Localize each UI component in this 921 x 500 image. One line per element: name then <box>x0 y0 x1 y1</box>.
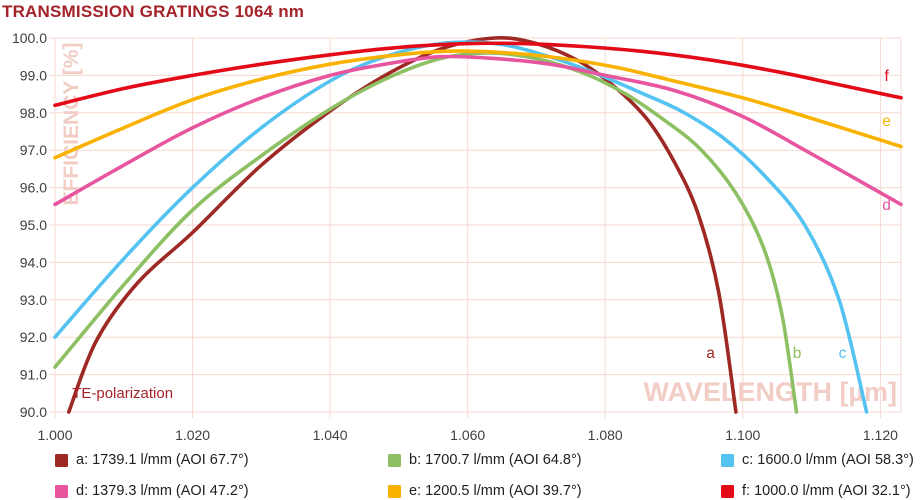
x-axis-watermark: WAVELENGTH [µm] <box>643 377 897 407</box>
legend-item-e: e: 1200.5 l/mm (AOI 39.7°) <box>388 483 582 499</box>
chart-title: TRANSMISSION GRATINGS 1064 nm <box>2 2 305 21</box>
x-tick-label: 1.060 <box>450 427 485 443</box>
plot-area: 90.0 91.0 92.0 93.0 94.0 95.0 96.0 97.0 98.0 99.0… <box>12 30 903 443</box>
legend-swatch-e <box>388 484 401 498</box>
legend-label-f: f: 1000.0 l/mm (AOI 32.1°) <box>742 483 911 499</box>
legend-swatch-f <box>721 484 734 498</box>
legend-label-b: b: 1700.7 l/mm (AOI 64.8°) <box>409 452 582 468</box>
legend-label-d: d: 1379.3 l/mm (AOI 47.2°) <box>76 483 249 499</box>
series-curve-a <box>67 36 738 414</box>
y-tick-label: 92.0 <box>20 329 47 345</box>
legend-item-d: d: 1379.3 l/mm (AOI 47.2°) <box>55 483 249 499</box>
legend-label-e: e: 1200.5 l/mm (AOI 39.7°) <box>409 483 582 499</box>
x-tick-label: 1.100 <box>725 427 760 443</box>
curve-label-d: d <box>882 197 891 214</box>
curve-label-e: e <box>882 113 891 130</box>
y-tick-label: 98.0 <box>20 105 47 121</box>
series-curve-e <box>53 49 903 160</box>
curve-label-a: a <box>706 345 715 362</box>
curve-label-c: c <box>839 345 847 362</box>
legend-item-f: f: 1000.0 l/mm (AOI 32.1°) <box>721 483 911 499</box>
y-tick-label: 95.0 <box>20 217 47 233</box>
x-tick-label: 1.080 <box>588 427 623 443</box>
y-tick-label: 100.0 <box>12 30 47 46</box>
legend-item-c: c: 1600.0 l/mm (AOI 58.3°) <box>721 452 914 468</box>
curve-label-f: f <box>884 68 889 85</box>
curve-label-b: b <box>793 345 802 362</box>
series-curve-f <box>53 41 903 108</box>
legend-swatch-a <box>55 453 68 467</box>
y-tick-label: 91.0 <box>20 367 47 383</box>
y-tick-label: 94.0 <box>20 254 47 270</box>
y-tick-label: 97.0 <box>20 142 47 158</box>
x-tick-label: 1.120 <box>863 427 898 443</box>
y-tick-label: 96.0 <box>20 180 47 196</box>
y-axis-watermark: EFFICIENCY [%] <box>60 43 83 206</box>
legend-swatch-c <box>721 453 734 467</box>
x-tick-label: 1.000 <box>37 427 72 443</box>
legend-item-a: a: 1739.1 l/mm (AOI 67.7°) <box>55 452 249 468</box>
y-tick-label: 99.0 <box>20 67 47 83</box>
series-curve-b <box>53 51 799 414</box>
x-tick-label: 1.040 <box>313 427 348 443</box>
y-tick-label: 90.0 <box>20 404 47 420</box>
legend-label-c: c: 1600.0 l/mm (AOI 58.3°) <box>742 452 914 468</box>
y-tick-label: 93.0 <box>20 292 47 308</box>
x-tick-label: 1.020 <box>175 427 210 443</box>
series-curve-d <box>53 54 903 207</box>
legend-swatch-b <box>388 453 401 467</box>
legend-item-b: b: 1700.7 l/mm (AOI 64.8°) <box>388 452 582 468</box>
legend-swatch-d <box>55 484 68 498</box>
polarization-annotation: TE-polarization <box>72 385 173 402</box>
legend-label-a: a: 1739.1 l/mm (AOI 67.7°) <box>76 452 249 468</box>
